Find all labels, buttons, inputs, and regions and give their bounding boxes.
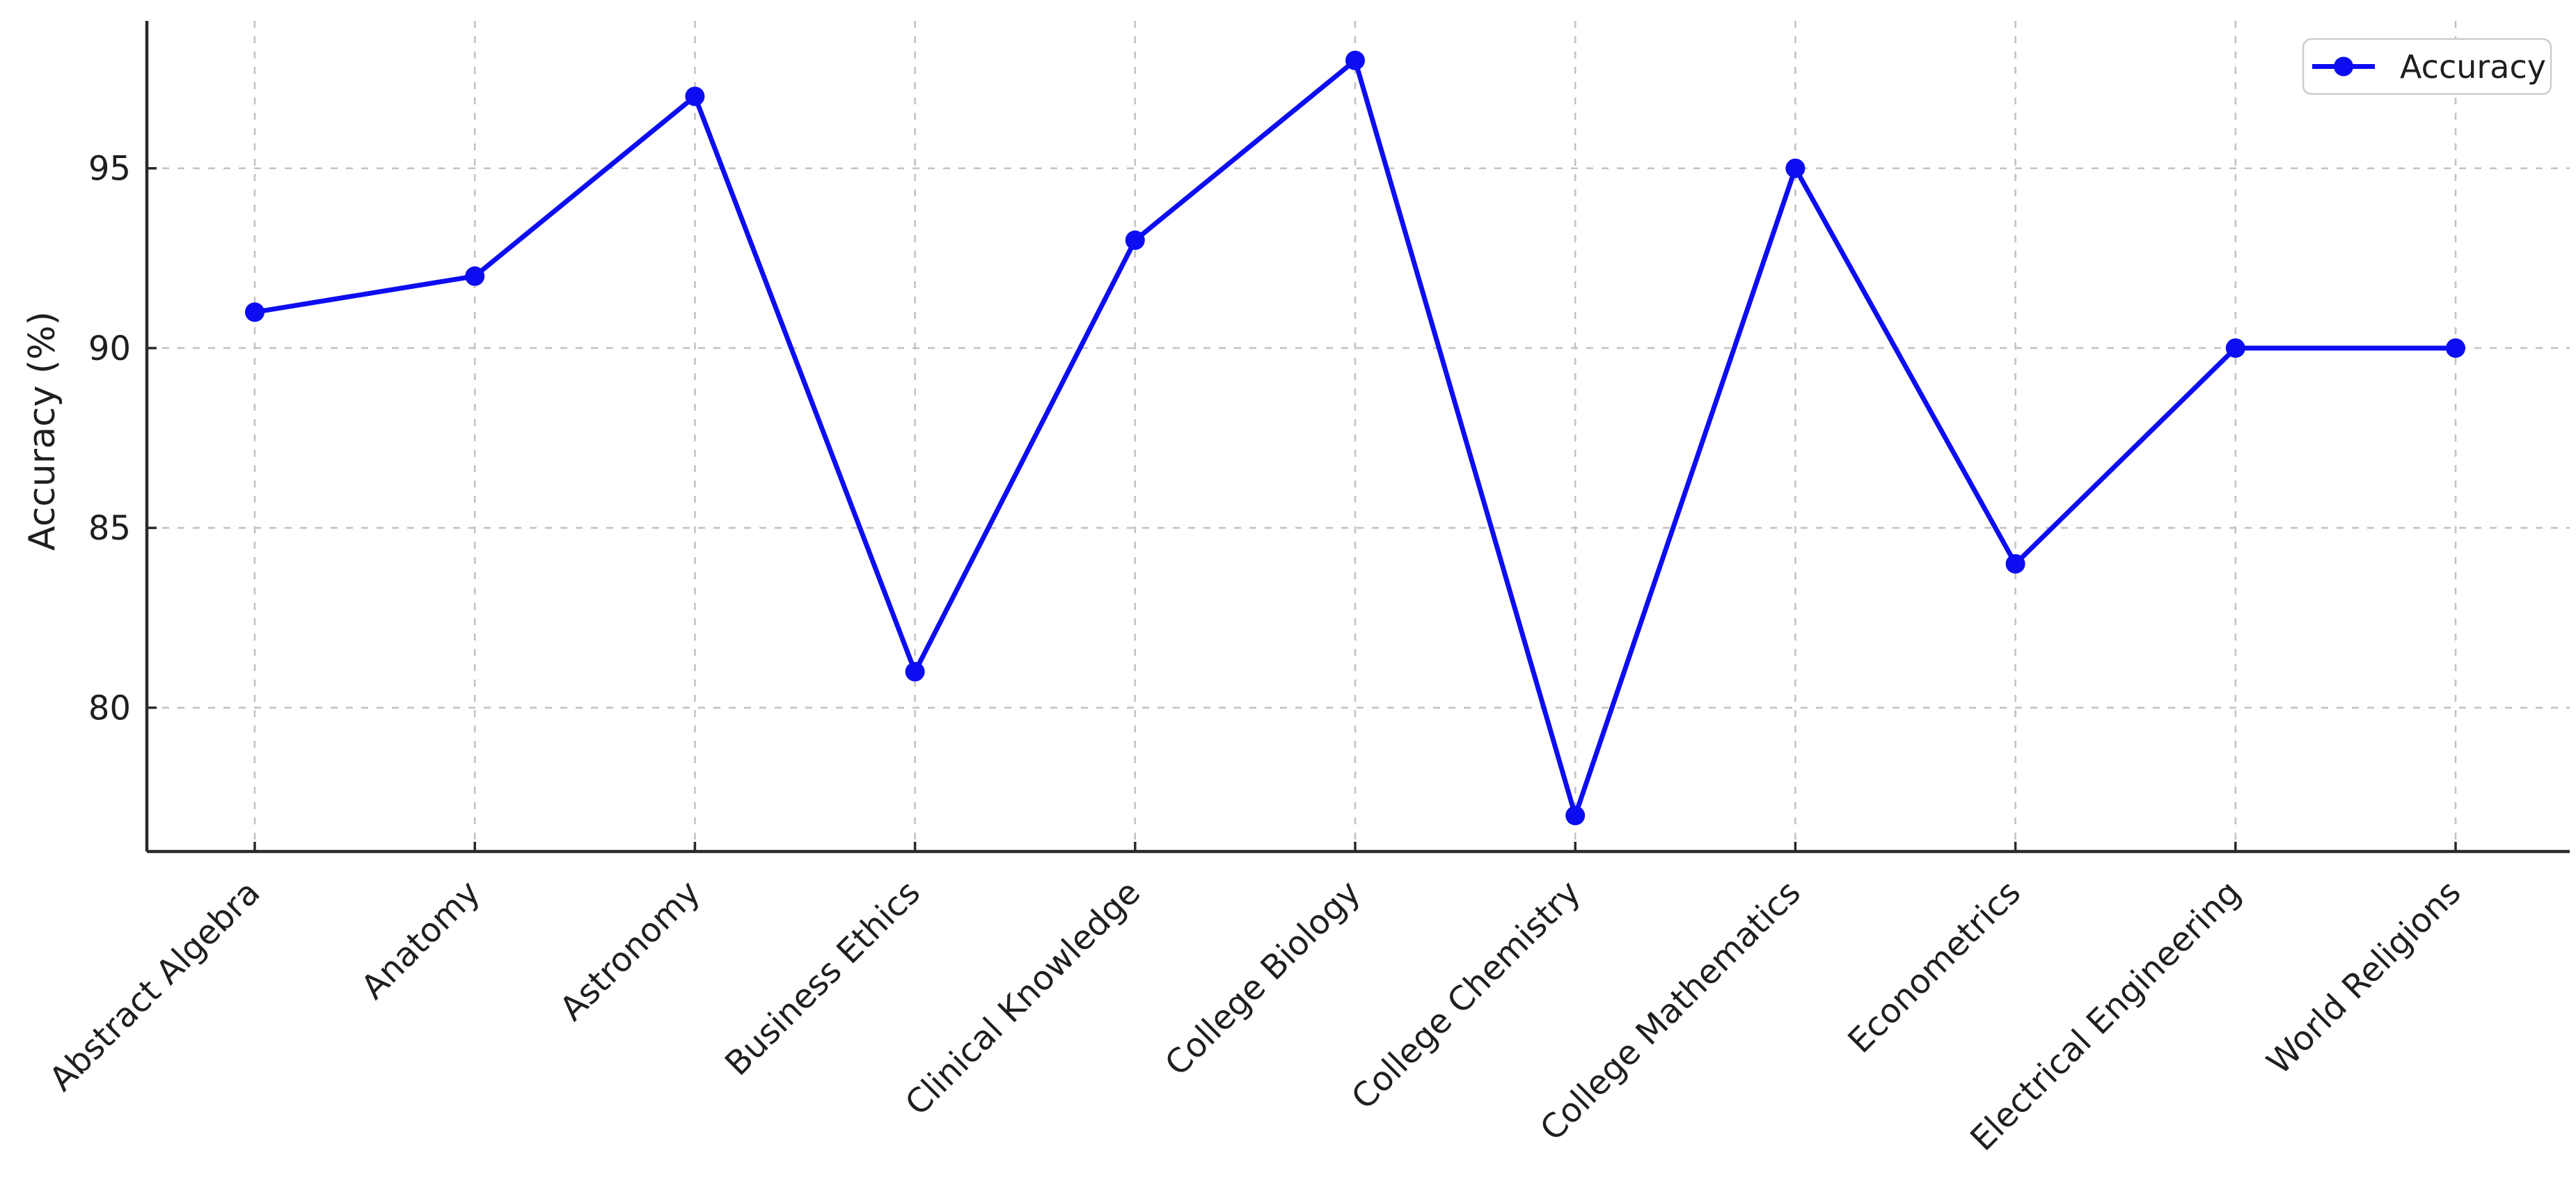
y-axis-label: Accuracy (%)	[22, 311, 63, 551]
y-tick-label: 95	[88, 150, 131, 189]
y-tick-label: 85	[88, 509, 131, 548]
data-point-marker	[2225, 338, 2245, 358]
x-tick-label: Abstract Algebra	[42, 873, 267, 1099]
data-point-marker	[1785, 158, 1805, 178]
data-point-marker	[1125, 230, 1145, 251]
x-tick-label: Astronomy	[553, 873, 708, 1028]
legend: Accuracy	[2302, 38, 2552, 95]
x-tick-label: College Chemistry	[1344, 873, 1588, 1117]
y-tick-label: 90	[88, 329, 131, 368]
y-tick-label: 80	[88, 689, 131, 728]
legend-label: Accuracy	[2400, 48, 2546, 86]
x-tick-label: Business Ethics	[718, 873, 928, 1083]
x-tick-label: Anatomy	[354, 873, 487, 1007]
x-tick-label: Econometrics	[1840, 873, 2028, 1061]
x-tick-label: World Religions	[2259, 873, 2468, 1082]
data-series-accuracy	[245, 50, 2465, 826]
data-point-marker	[1345, 50, 1365, 70]
gridlines	[147, 21, 2570, 852]
legend-box	[2302, 38, 2552, 95]
data-point-marker	[1565, 806, 1586, 826]
data-point-marker	[905, 661, 925, 682]
data-point-marker	[2446, 338, 2465, 358]
axes: 80 85 90 95 Abstract Algebra Anatomy Astronomy…	[42, 21, 2570, 1159]
x-tick-label: College Biology	[1157, 873, 1368, 1083]
data-point-marker	[245, 302, 264, 322]
data-point-marker	[2005, 554, 2025, 574]
data-point-marker	[685, 86, 705, 107]
data-point-marker	[465, 266, 485, 286]
x-tick-label: Clinical Knowledge	[898, 873, 1148, 1123]
legend-marker-sample	[2334, 56, 2353, 77]
